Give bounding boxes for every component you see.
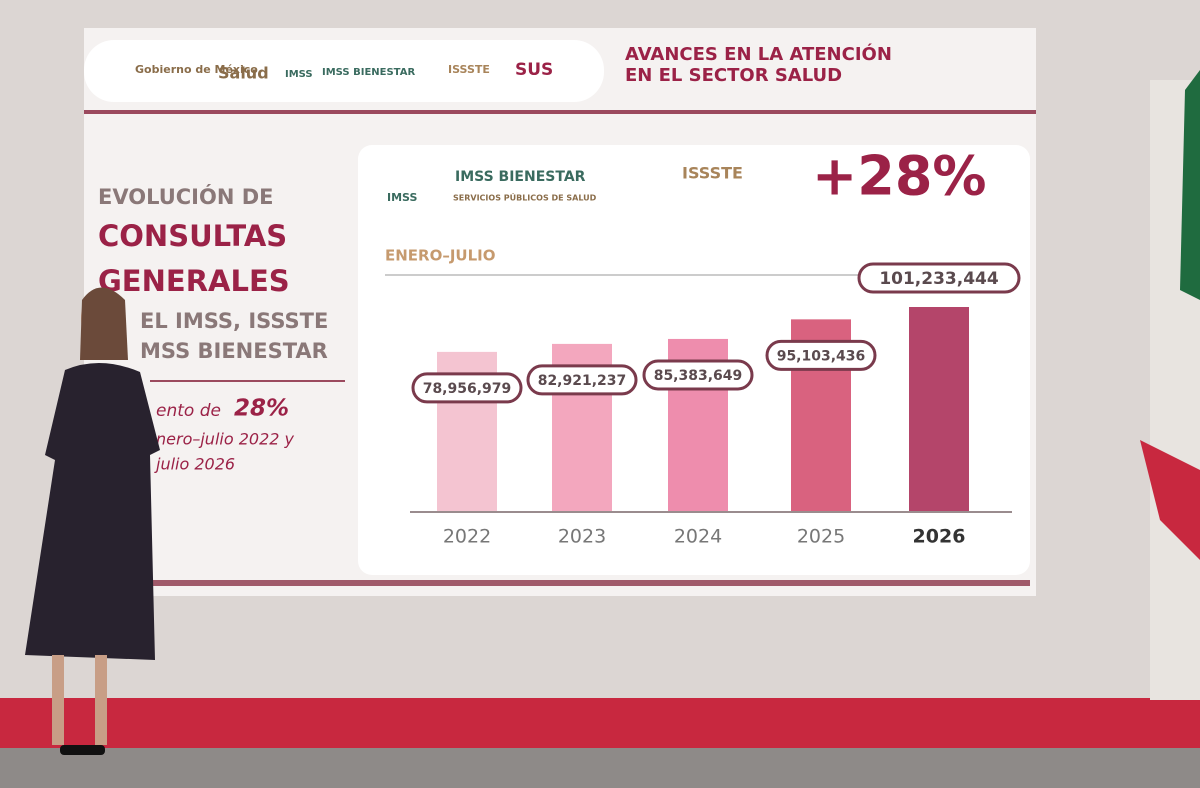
presenter-leg xyxy=(52,655,64,745)
logo-text: IMSS xyxy=(285,69,313,80)
side-text: GENERALES xyxy=(98,264,290,298)
presenter-hair xyxy=(80,287,128,360)
presenter-dress xyxy=(25,362,160,660)
value-label: 101,233,444 xyxy=(879,269,999,289)
logo-text: Salud xyxy=(218,64,269,83)
side-text: nero–julio 2022 y xyxy=(156,430,295,449)
x-tick-label: 2025 xyxy=(797,526,845,548)
value-label-pill xyxy=(765,339,877,371)
chart-logo: IMSS xyxy=(387,191,417,204)
logo-text: IMSS BIENESTAR xyxy=(322,67,415,78)
side-text: EVOLUCIÓN DE xyxy=(98,184,274,209)
logo-text: ISSSTE xyxy=(448,63,490,76)
chart-logo: IMSS BIENESTAR xyxy=(455,169,586,185)
header-rule xyxy=(84,110,1036,114)
chart-logo: SERVICIOS PÚBLICOS DE SALUD xyxy=(453,192,597,203)
flag xyxy=(1140,70,1200,700)
side-text: ento de xyxy=(156,401,221,421)
flag-green xyxy=(1180,70,1200,300)
side-text: CONSULTAS xyxy=(98,219,287,253)
header-pill xyxy=(84,40,604,102)
value-label: 85,383,649 xyxy=(654,368,743,384)
chart-subtitle: ENERO–JULIO xyxy=(385,247,496,265)
flag-red xyxy=(1140,440,1200,560)
x-tick-label: 2026 xyxy=(913,526,966,548)
side-text: EL IMSS, ISSSTE xyxy=(140,309,328,333)
logo-text: Gobierno de México xyxy=(135,63,258,76)
presenter-shoes xyxy=(60,745,105,755)
value-label-pill xyxy=(411,372,523,404)
value-label: 82,921,237 xyxy=(538,373,627,389)
value-label-pill xyxy=(857,262,1021,294)
presenter xyxy=(25,287,160,755)
value-label: 78,956,979 xyxy=(423,381,512,397)
bar xyxy=(909,307,969,511)
value-label-pill xyxy=(526,364,638,396)
presenter-leg xyxy=(95,655,107,745)
floor xyxy=(0,748,1200,788)
side-text: MSS BIENESTAR xyxy=(140,339,328,363)
x-tick-label: 2023 xyxy=(558,526,606,548)
value-label-pill xyxy=(642,359,754,391)
header-title: EN EL SECTOR SALUD xyxy=(625,65,842,86)
logo-text: SUS xyxy=(515,60,553,80)
bars: 78,956,979 2022 82,921,237 2023 85,383,649 20… xyxy=(411,262,1021,548)
x-tick-label: 2024 xyxy=(674,526,722,548)
side-text: julio 2026 xyxy=(154,455,235,474)
header-title: AVANCES EN LA ATENCIÓN xyxy=(625,43,892,65)
annotation: +28% xyxy=(812,145,987,208)
side-text: 28% xyxy=(234,396,289,422)
stage-strip xyxy=(0,698,1200,748)
value-label: 95,103,436 xyxy=(777,348,866,364)
footer-rule xyxy=(150,580,1030,586)
x-tick-label: 2022 xyxy=(443,526,491,548)
chart-logo: ISSSTE xyxy=(682,164,743,183)
